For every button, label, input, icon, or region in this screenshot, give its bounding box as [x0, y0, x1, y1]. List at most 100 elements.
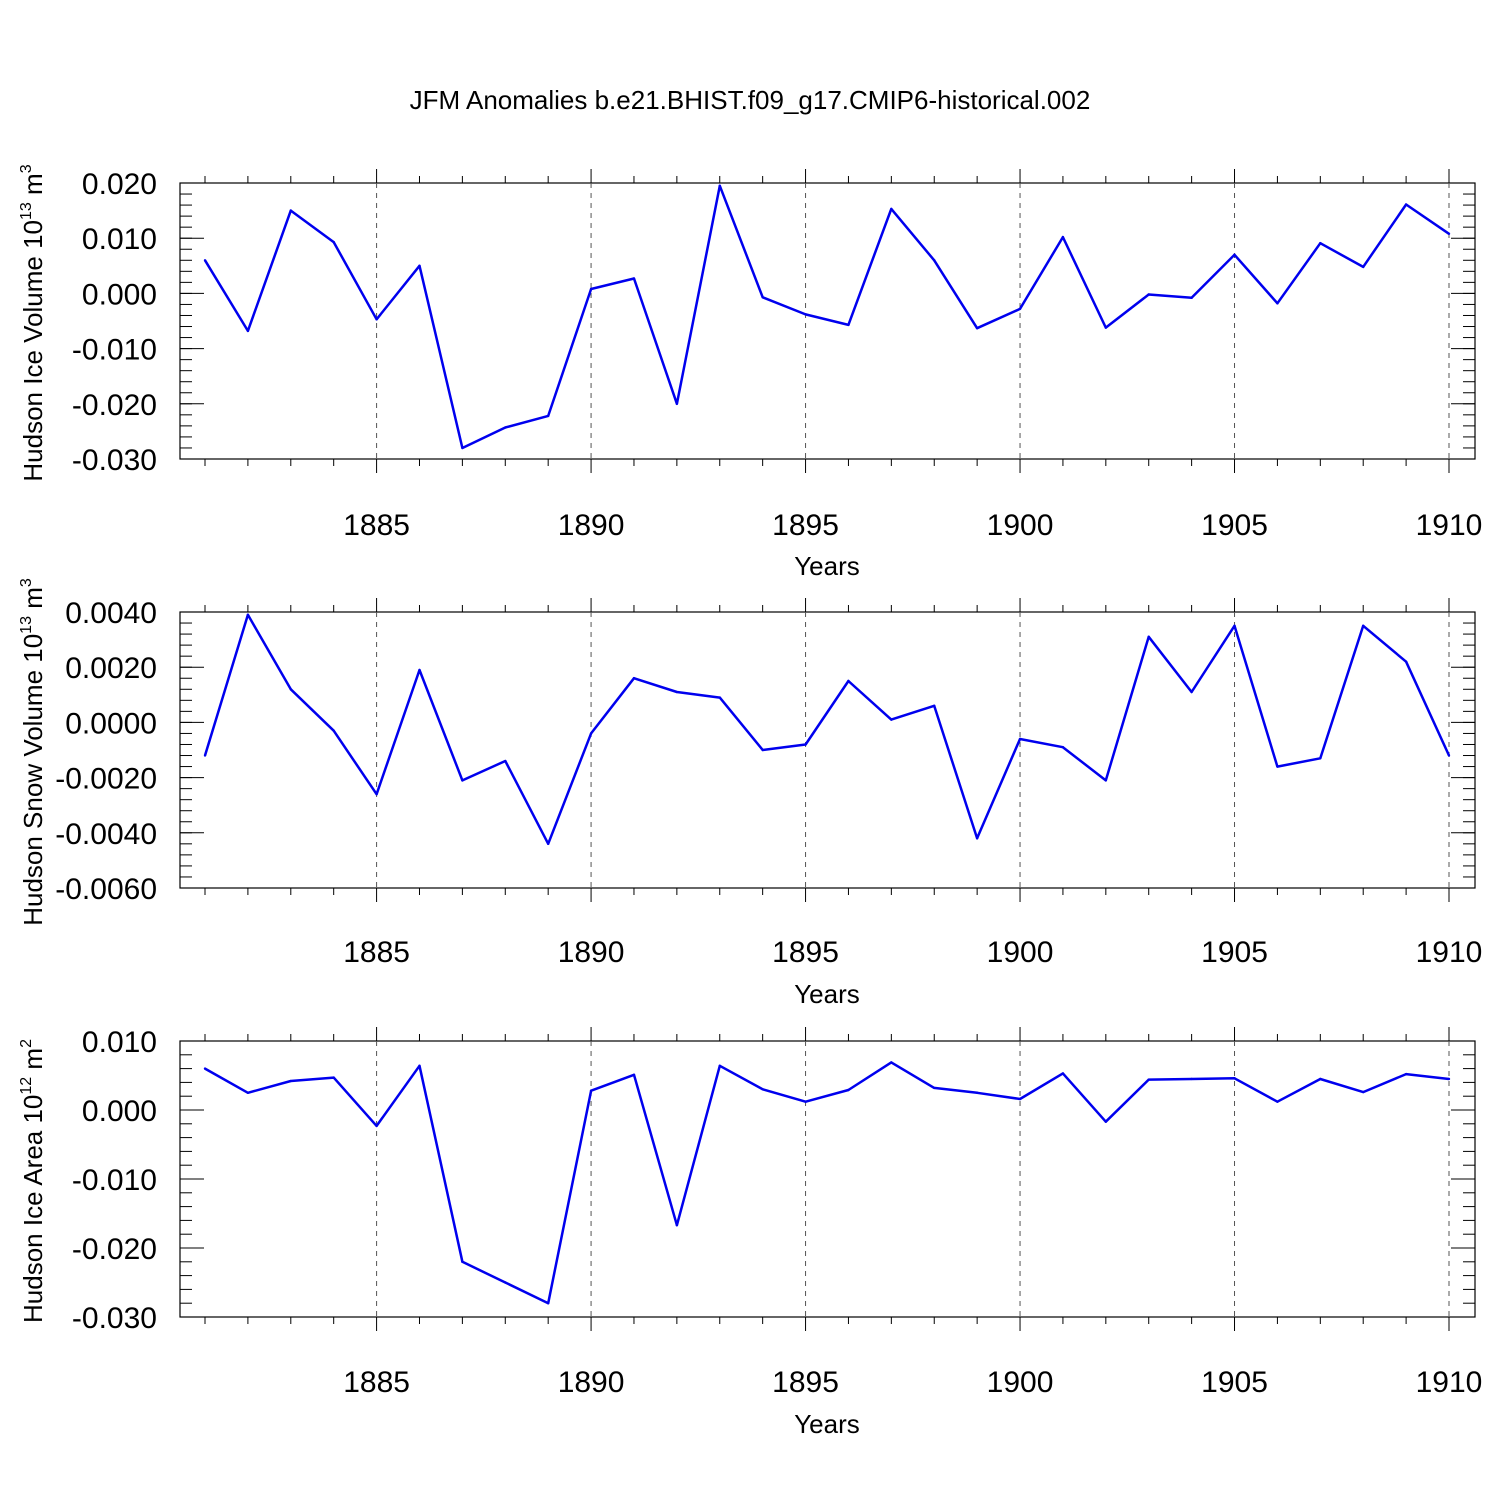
- x-tick-label: 1900: [987, 936, 1054, 969]
- y-axis-label-exponent: 13: [18, 202, 35, 220]
- data-point: [804, 1100, 807, 1103]
- series-line-ice-volume: [203, 184, 1450, 450]
- x-tick-label: 1885: [343, 936, 410, 969]
- data-point: [1319, 1077, 1322, 1081]
- data-point: [1018, 307, 1022, 311]
- y-tick-label: 0.0000: [65, 707, 157, 740]
- plot-frame: [179, 611, 1476, 889]
- data-point: [375, 792, 378, 796]
- y-axis-label: Hudson Ice Volume 1013 m3: [18, 164, 48, 481]
- data-point: [847, 1088, 850, 1092]
- data-point: [1319, 241, 1322, 245]
- data-point: [1104, 326, 1108, 329]
- data-point: [418, 1064, 421, 1068]
- data-point: [1447, 754, 1451, 757]
- data-point: [461, 779, 464, 782]
- panel-snow-volume: 0.0040 0.0020 0.0000 -0.0020 -0.0040 -0.0060 1…: [18, 578, 1482, 1009]
- data-point: [246, 613, 250, 616]
- data-point: [1233, 1077, 1236, 1080]
- panel-ice-volume: 0.020 0.010 0.000 -0.010 -0.020 -0.030 1885 189…: [18, 164, 1482, 581]
- data-point: [1061, 1072, 1065, 1075]
- data-point: [718, 184, 721, 187]
- x-tick-label: 1885: [343, 1366, 410, 1399]
- plot-frame: [179, 1040, 1476, 1318]
- x-tick-label: 1910: [1416, 936, 1483, 969]
- data-point: [418, 668, 421, 672]
- data-point: [1190, 690, 1193, 694]
- data-point: [1404, 660, 1408, 663]
- data-point: [675, 690, 679, 694]
- data-point: [975, 1091, 979, 1094]
- data-point: [546, 414, 550, 418]
- data-point: [933, 704, 936, 708]
- data-point: [890, 1061, 893, 1064]
- x-tick-label: 1890: [558, 936, 625, 969]
- data-point: [1104, 779, 1108, 782]
- y-tick-label: -0.010: [72, 334, 157, 367]
- data-point: [289, 688, 292, 691]
- chart-title: JFM Anomalies b.e21.BHIST.f09_g17.CMIP6-…: [410, 85, 1091, 115]
- data-point: [1447, 232, 1451, 235]
- data-point: [1276, 302, 1279, 305]
- data-point: [589, 1089, 593, 1092]
- data-point: [546, 1302, 550, 1305]
- data-point: [1147, 293, 1150, 296]
- data-point: [890, 207, 893, 211]
- data-point: [1404, 203, 1408, 206]
- x-tick-label: 1895: [772, 936, 839, 969]
- data-point: [1276, 765, 1279, 768]
- y-tick-label: -0.030: [72, 1302, 157, 1335]
- data-point: [1018, 1097, 1022, 1101]
- series-line-snow-volume: [203, 613, 1451, 846]
- data-point: [847, 679, 850, 683]
- panels: 0.020 0.010 0.000 -0.010 -0.020 -0.030 1885 189…: [18, 164, 1482, 1439]
- data-point: [804, 313, 807, 316]
- data-point: [546, 842, 550, 846]
- x-tick-label: 1895: [772, 509, 839, 542]
- data-point: [761, 748, 764, 752]
- data-point: [1362, 624, 1365, 627]
- data-point: [504, 759, 507, 763]
- y-tick-label: 0.010: [82, 1026, 157, 1059]
- y-axis-label-exponent: 12: [18, 1077, 35, 1095]
- x-tick-label: 1905: [1201, 509, 1268, 542]
- data-point: [1147, 635, 1150, 639]
- y-tick-label: 0.0040: [65, 597, 157, 630]
- y-tick-label: 0.000: [82, 278, 157, 311]
- y-axis-label: Hudson Ice Area 1012 m2: [18, 1039, 48, 1323]
- plot-frame: [179, 182, 1476, 460]
- data-point: [1147, 1078, 1150, 1081]
- x-tick-label: 1900: [987, 509, 1054, 542]
- data-point: [933, 259, 936, 262]
- data-point: [589, 287, 593, 291]
- y-axis-label-unit-exponent: 3: [18, 164, 35, 173]
- data-point: [890, 718, 893, 721]
- y-axis-label-text: Hudson Ice Area 10: [18, 1095, 48, 1323]
- y-axis-label-text: Hudson Ice Volume 10: [18, 220, 48, 482]
- data-point: [504, 426, 507, 429]
- y-tick-label: 0.000: [82, 1095, 157, 1128]
- x-axis-label: Years: [794, 979, 860, 1009]
- x-tick-label: 1885: [343, 509, 410, 542]
- data-point: [761, 1088, 764, 1091]
- data-point: [246, 1091, 250, 1094]
- data-point: [675, 1224, 679, 1227]
- x-tick-label: 1900: [987, 1366, 1054, 1399]
- data-point: [1319, 757, 1322, 760]
- y-tick-label: -0.030: [72, 444, 157, 477]
- data-point: [1061, 746, 1065, 749]
- data-point: [418, 264, 421, 267]
- data-point: [632, 277, 636, 280]
- data-point: [289, 1079, 292, 1083]
- data-point: [632, 1073, 636, 1077]
- x-tick-label: 1910: [1416, 1366, 1483, 1399]
- data-point: [332, 729, 335, 732]
- y-axis-label-unit-exponent: 2: [18, 1039, 35, 1048]
- x-tick-label: 1890: [558, 509, 625, 542]
- data-point: [804, 743, 807, 746]
- series-line-ice-area: [204, 1061, 1450, 1305]
- y-tick-label: -0.0040: [55, 818, 157, 851]
- data-point: [461, 446, 464, 450]
- data-point: [203, 259, 207, 262]
